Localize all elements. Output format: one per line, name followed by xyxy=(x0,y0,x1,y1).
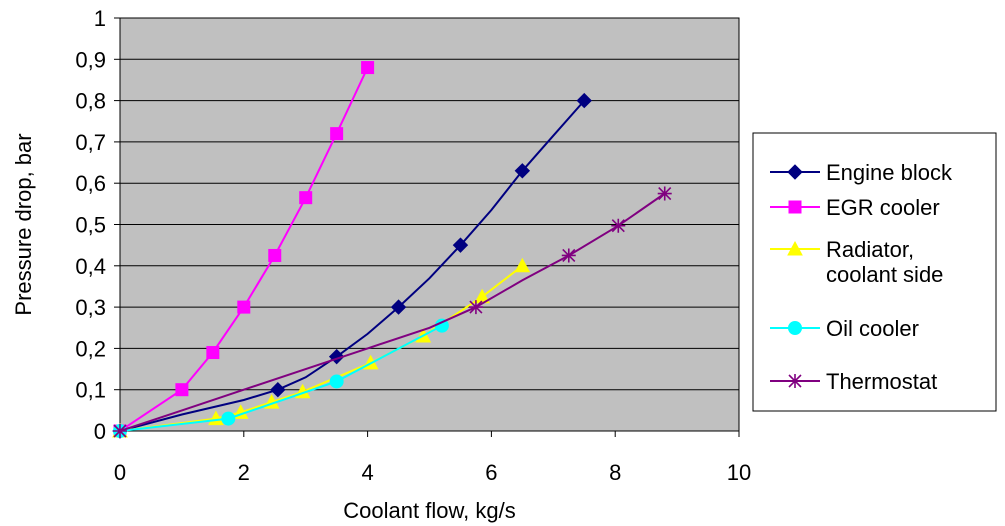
legend-item-thermostat: Thermostat xyxy=(770,369,937,394)
legend-swatch-marker xyxy=(787,164,803,180)
legend-label: EGR cooler xyxy=(826,195,940,220)
y-tick-label: 0,4 xyxy=(75,254,106,279)
y-tick-label: 0,5 xyxy=(75,213,106,238)
legend-label: coolant side xyxy=(826,262,943,287)
legend-swatch-marker xyxy=(788,374,802,388)
series-line xyxy=(119,324,443,432)
data-point xyxy=(330,127,344,141)
data-point xyxy=(561,248,576,263)
y-tick-label: 0,8 xyxy=(75,89,106,114)
data-point xyxy=(390,299,407,315)
series-line xyxy=(119,192,666,432)
y-tick-label: 0,6 xyxy=(75,171,106,196)
y-tick-label: 0,2 xyxy=(75,336,106,361)
legend-label: Oil cooler xyxy=(826,316,919,341)
legend-item-egr-cooler: EGR cooler xyxy=(770,195,940,220)
y-tick-label: 1 xyxy=(94,6,106,31)
x-axis-title: Coolant flow, kg/s xyxy=(343,498,515,523)
y-tick-label: 0,3 xyxy=(75,295,106,320)
data-point xyxy=(329,374,344,389)
x-tick-label: 2 xyxy=(238,460,250,485)
x-tick-label: 10 xyxy=(727,460,751,485)
legend-label: Engine block xyxy=(826,160,953,185)
legend-swatch-marker xyxy=(787,240,803,256)
y-axis-title: Pressure drop, bar xyxy=(11,133,36,315)
data-point xyxy=(657,186,672,201)
data-point xyxy=(270,381,286,398)
legend-item-radiator-coolant-side: Radiator,coolant side xyxy=(770,237,943,287)
legend-box xyxy=(752,132,997,412)
series-thermostat xyxy=(113,186,672,438)
legend-label: Radiator, xyxy=(826,237,914,262)
legend-swatch-marker xyxy=(788,321,802,335)
legend-label: Thermostat xyxy=(826,369,937,394)
x-tick-label: 8 xyxy=(609,460,621,485)
data-point xyxy=(175,383,189,397)
data-point xyxy=(611,218,626,233)
x-tick-label: 6 xyxy=(485,460,497,485)
legend-item-oil-cooler: Oil cooler xyxy=(770,316,919,341)
y-tick-label: 0,7 xyxy=(75,130,106,155)
legend: Engine block EGR cooler Radiator,coolant s… xyxy=(752,132,997,412)
x-tick-label: 4 xyxy=(361,460,373,485)
data-point xyxy=(237,300,251,314)
data-point xyxy=(113,424,127,438)
data-point xyxy=(514,257,531,273)
axes: 00,10,20,30,40,50,60,70,80,910 2 4 6 8 10 xyxy=(75,6,751,485)
series-line xyxy=(119,99,586,432)
data-point xyxy=(206,346,220,360)
data-point xyxy=(221,411,236,426)
data-point xyxy=(452,237,469,253)
legend-item-engine-block: Engine block xyxy=(770,160,953,185)
y-tick-label: 0,1 xyxy=(75,378,106,403)
data-point xyxy=(268,248,282,262)
series-layer xyxy=(112,61,672,439)
y-tick-label: 0,9 xyxy=(75,47,106,72)
data-point xyxy=(514,163,531,179)
legend-swatch-marker xyxy=(788,200,802,214)
gridlines xyxy=(120,58,739,391)
y-tick-label: 0 xyxy=(94,419,106,444)
x-tick-label: 0 xyxy=(114,460,126,485)
data-point xyxy=(361,61,375,75)
data-point xyxy=(468,300,483,315)
data-point xyxy=(299,191,313,205)
data-point xyxy=(576,92,592,109)
